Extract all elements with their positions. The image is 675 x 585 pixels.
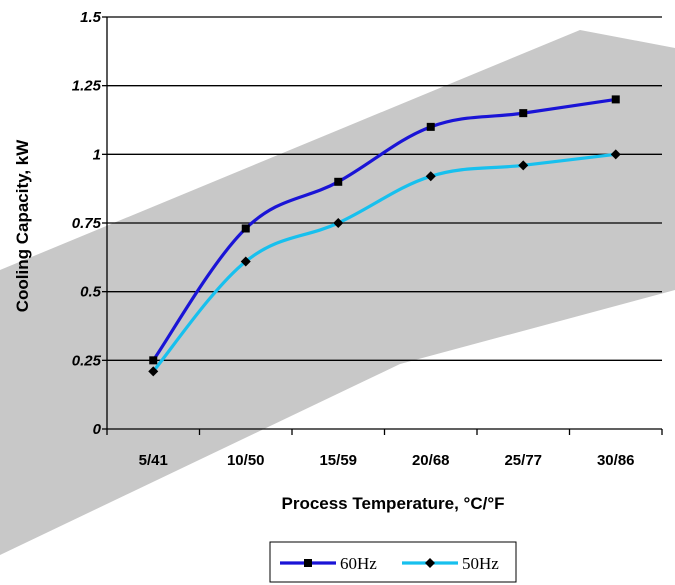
x-axis-title: Process Temperature, °C/°F	[281, 494, 504, 513]
y-axis-title: Cooling Capacity, kW	[13, 139, 32, 312]
y-tick-label: 1.25	[72, 78, 102, 95]
legend-label: 60Hz	[340, 554, 377, 573]
axes	[102, 16, 663, 435]
data-point	[148, 366, 159, 377]
x-tick-label: 25/77	[504, 452, 542, 469]
y-tick-label: 0.75	[72, 215, 102, 232]
data-point	[333, 218, 344, 228]
x-tick-label: 20/68	[412, 452, 450, 469]
y-tick-label: 1.5	[80, 9, 102, 26]
data-point	[518, 160, 529, 171]
data-point	[610, 149, 621, 160]
data-point	[240, 256, 251, 267]
x-tick-label: 5/41	[139, 452, 168, 469]
legend: 60Hz 50Hz	[269, 541, 517, 583]
data-point	[425, 171, 436, 182]
gridlines	[107, 16, 662, 361]
legend-marker	[425, 558, 435, 568]
y-tick-label: 0.25	[72, 352, 102, 369]
watermark-band	[0, 30, 675, 555]
data-point	[149, 356, 158, 365]
data-point	[519, 109, 528, 118]
data-point	[334, 177, 343, 186]
series-50hz	[148, 149, 621, 377]
data-point	[611, 95, 620, 104]
y-tick-label: 0	[93, 421, 102, 438]
data-point	[426, 122, 435, 131]
x-tick-label: 15/59	[319, 452, 357, 469]
series-layer	[148, 95, 621, 377]
x-tick-label: 30/86	[597, 452, 635, 469]
x-tick-label: 10/50	[227, 452, 265, 469]
series-60hz	[149, 95, 620, 365]
y-tick-label: 0.5	[80, 284, 102, 301]
legend-marker	[304, 559, 312, 567]
data-point	[241, 224, 250, 233]
tick-labels: 0 0.25 0.5 0.75 1 1.25 1.5 5/41 10/50 15/59 20/68 2…	[72, 9, 635, 469]
legend-label: 50Hz	[462, 554, 499, 573]
legend-entry: 50Hz	[402, 554, 499, 573]
legend-entry: 60Hz	[280, 554, 377, 573]
y-tick-label: 1	[93, 146, 101, 163]
